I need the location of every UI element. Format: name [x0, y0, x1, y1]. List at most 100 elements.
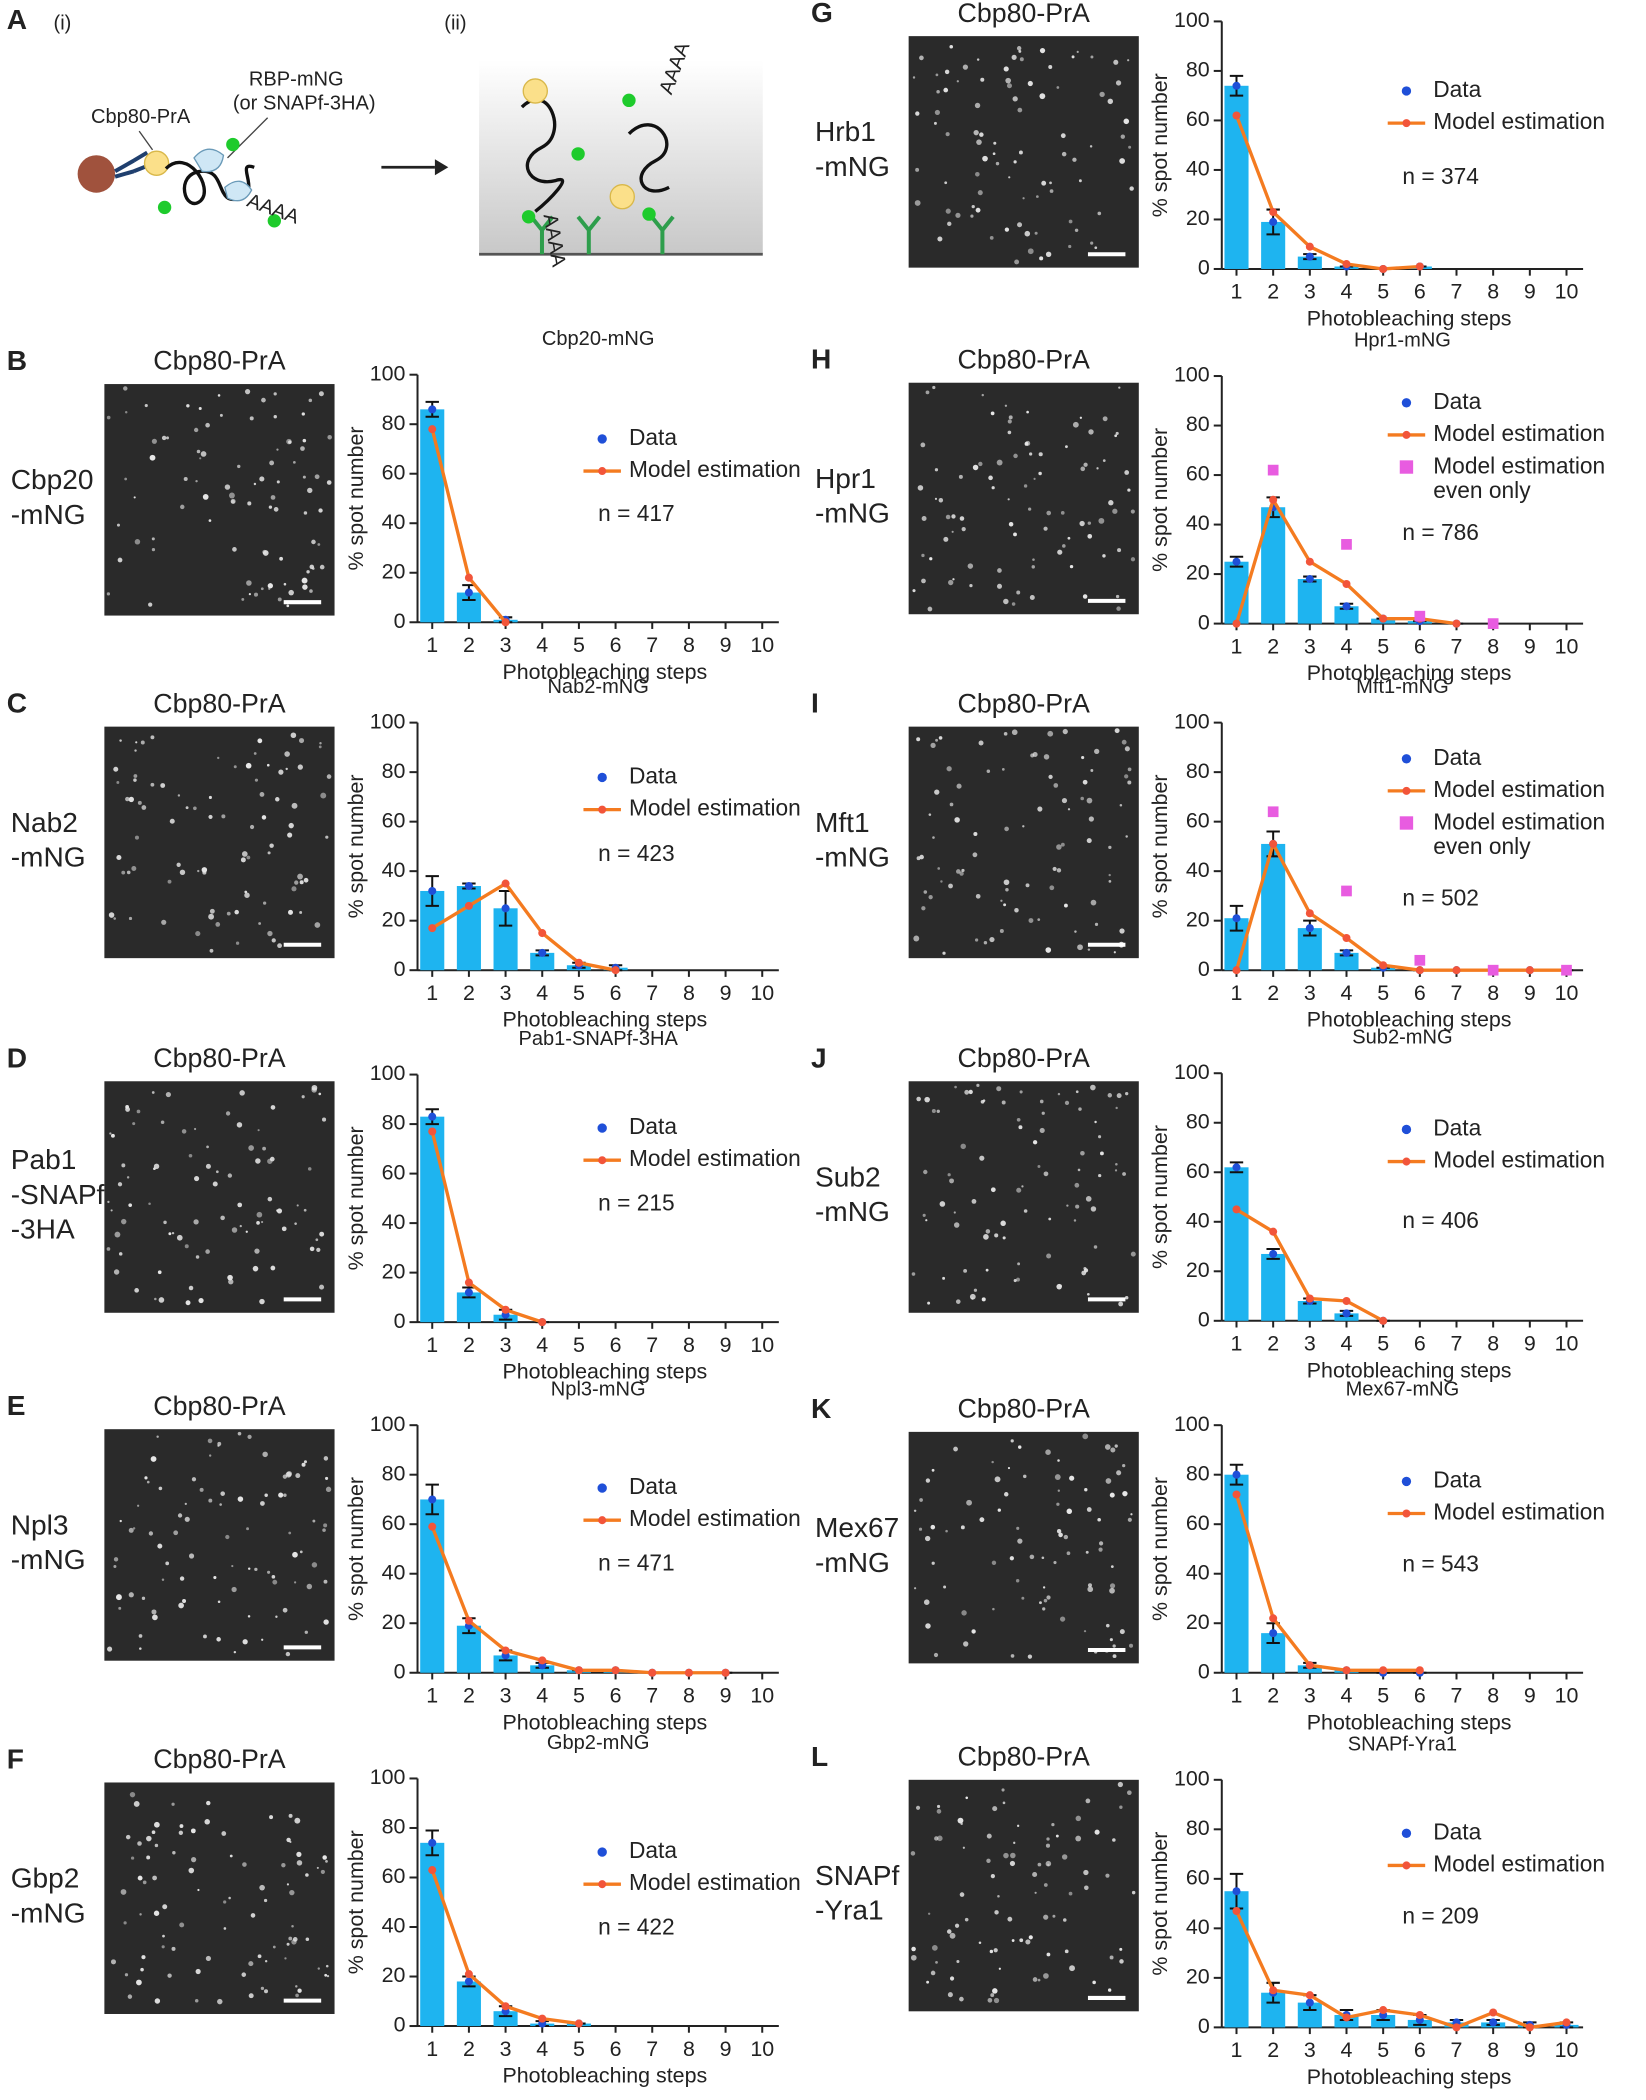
spot	[302, 584, 308, 590]
spot	[246, 855, 251, 860]
spot	[277, 597, 282, 602]
spot	[1098, 1547, 1103, 1552]
spot	[1001, 1788, 1005, 1792]
spot	[994, 1476, 1001, 1483]
spot	[997, 568, 1002, 573]
spot	[949, 1976, 955, 1981]
y-tick-label: 20	[382, 1963, 406, 1987]
spot	[997, 1508, 1001, 1512]
bar	[1261, 843, 1286, 971]
model-point	[538, 1318, 547, 1327]
spot	[323, 1619, 329, 1625]
spot	[261, 1220, 264, 1224]
spot	[1059, 1284, 1062, 1288]
spot	[1087, 948, 1091, 951]
chart-title: SNAPf-Yra1	[1348, 1733, 1457, 1755]
spot	[921, 516, 927, 521]
model-point	[1525, 966, 1534, 975]
spot	[1063, 1918, 1067, 1922]
spot	[959, 1892, 965, 1897]
x-tick-label: 1	[426, 2037, 438, 2061]
spot	[1081, 755, 1085, 760]
model-point	[1305, 242, 1314, 251]
image-label: Cbp80-PrA	[958, 344, 1090, 374]
spot	[1043, 1914, 1049, 1920]
spot	[106, 592, 111, 596]
spot	[303, 511, 308, 515]
spot	[202, 494, 209, 500]
model-point	[1232, 1907, 1241, 1916]
spot	[260, 1501, 265, 1506]
x-tick-label: 4	[1341, 634, 1353, 658]
spot	[1109, 1583, 1116, 1589]
spot	[123, 1921, 127, 1925]
spot	[248, 593, 251, 596]
spot	[237, 1496, 244, 1502]
spot	[1119, 804, 1123, 807]
model-point	[1232, 1490, 1241, 1499]
spot	[1066, 1508, 1073, 1515]
spot	[1049, 181, 1052, 185]
spot	[106, 1247, 111, 1251]
x-tick-label: 8	[1487, 280, 1499, 304]
spot	[110, 1959, 116, 1965]
spot	[1032, 1977, 1038, 1982]
spot	[1087, 1583, 1093, 1588]
spot	[970, 214, 974, 218]
x-tick-label: 3	[1304, 1332, 1316, 1356]
spot	[1039, 47, 1046, 54]
spot	[295, 1993, 299, 1998]
spot	[133, 496, 136, 499]
panel-label: A	[7, 4, 27, 35]
spot	[1098, 1135, 1102, 1139]
spot	[314, 474, 320, 480]
spot	[938, 736, 943, 740]
spot	[976, 58, 980, 61]
spot	[1048, 65, 1053, 69]
spot	[916, 856, 921, 861]
spot	[975, 171, 980, 177]
spot	[207, 1438, 213, 1444]
spot	[1022, 825, 1025, 828]
data-point	[1232, 1470, 1241, 1479]
spot	[1057, 1459, 1060, 1462]
spot	[173, 1530, 179, 1536]
spot	[1115, 594, 1120, 599]
chart-title: Npl3-mNG	[551, 1379, 646, 1401]
spot	[267, 1196, 273, 1202]
x-tick-label: 1	[1231, 1683, 1243, 1707]
spot	[1125, 1092, 1129, 1096]
y-axis-label: % spot number	[344, 1830, 368, 1974]
data-point	[1342, 602, 1351, 611]
data-point	[1232, 1163, 1241, 1172]
spot	[206, 1800, 211, 1806]
spot	[215, 1170, 219, 1174]
cap	[143, 150, 170, 176]
model-point	[1232, 1205, 1241, 1214]
spot	[151, 1091, 155, 1094]
spot	[1068, 1891, 1073, 1896]
rbp	[193, 148, 253, 202]
spot	[1007, 430, 1012, 435]
spot	[1045, 1843, 1051, 1848]
data-point	[464, 1288, 473, 1297]
spot	[194, 1175, 200, 1182]
spot	[151, 1609, 157, 1615]
legend-label: Data	[1433, 1818, 1481, 1844]
data-point	[1342, 948, 1351, 957]
model-point	[1342, 1666, 1351, 1675]
y-tick-label: 80	[1186, 759, 1210, 783]
legend-label: Model estimation	[1433, 1850, 1605, 1876]
spot	[278, 1492, 284, 1498]
spot	[240, 857, 246, 863]
spot	[129, 1791, 136, 1798]
spot	[113, 1269, 120, 1275]
spot	[1042, 1586, 1046, 1589]
spot	[934, 109, 940, 116]
spot	[1016, 1526, 1020, 1530]
spot	[976, 1083, 980, 1087]
bar	[1297, 1300, 1322, 1321]
spot	[1056, 868, 1062, 873]
spot	[1048, 774, 1053, 780]
spot	[948, 883, 953, 889]
